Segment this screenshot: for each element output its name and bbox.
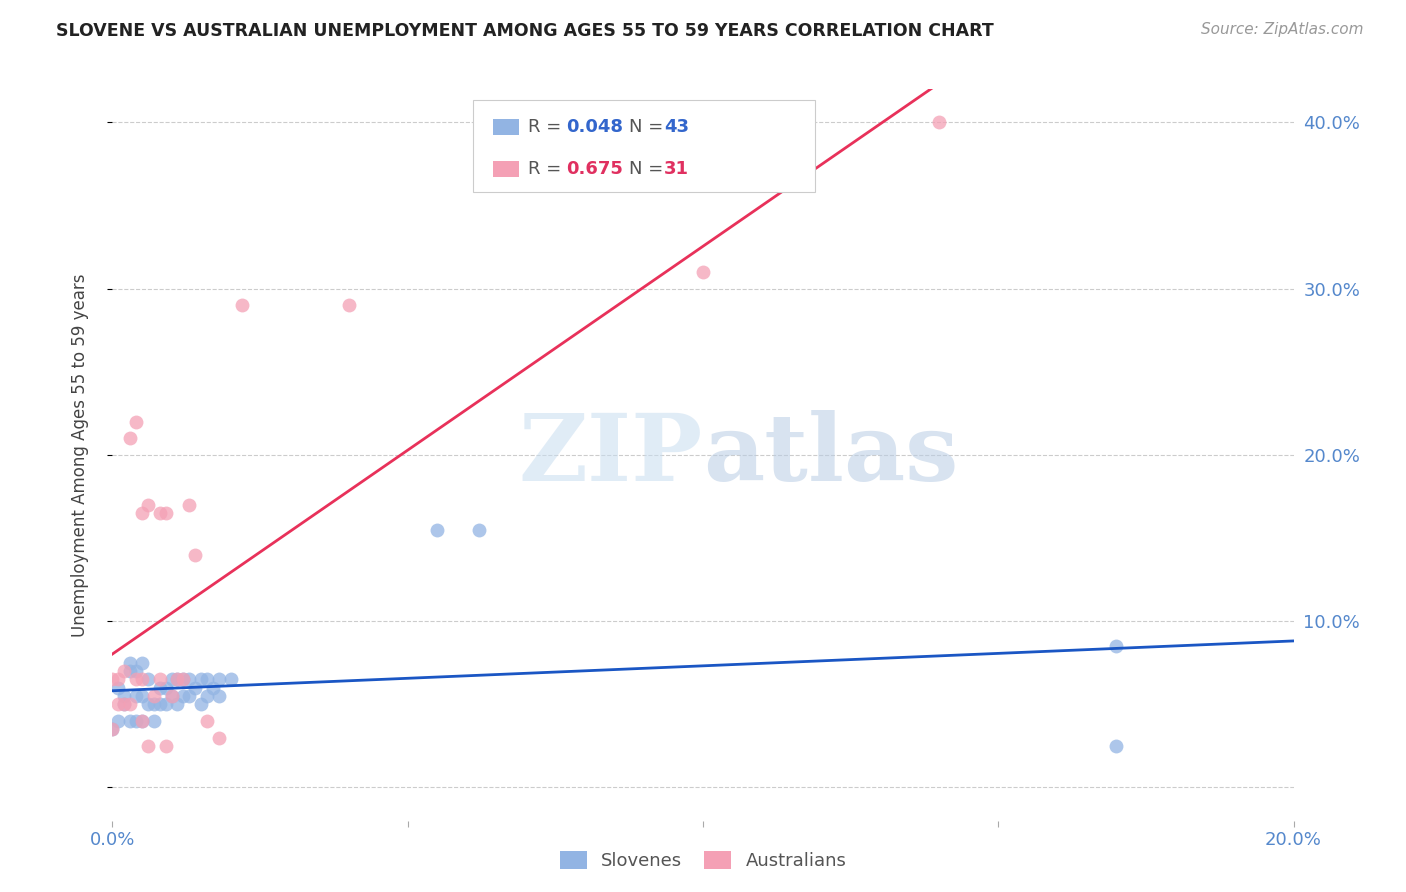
Point xyxy=(155,739,177,753)
Text: SLOVENE VS AUSTRALIAN UNEMPLOYMENT AMONG AGES 55 TO 59 YEARS CORRELATION CHART: SLOVENE VS AUSTRALIAN UNEMPLOYMENT AMONG… xyxy=(56,22,994,40)
Point xyxy=(120,656,142,670)
Point xyxy=(142,698,165,712)
Point xyxy=(120,664,142,678)
Point xyxy=(120,698,142,712)
Point xyxy=(101,723,124,737)
Point xyxy=(149,506,172,520)
Text: 0.048: 0.048 xyxy=(567,119,623,136)
Point xyxy=(337,298,360,312)
Text: 43: 43 xyxy=(664,119,689,136)
Text: N =: N = xyxy=(628,161,669,178)
Text: atlas: atlas xyxy=(703,410,959,500)
Point xyxy=(190,673,212,687)
Point xyxy=(112,689,135,703)
Point xyxy=(160,673,183,687)
FancyBboxPatch shape xyxy=(492,161,519,178)
Point xyxy=(195,673,218,687)
Point xyxy=(208,689,231,703)
Point xyxy=(1105,739,1128,753)
Point xyxy=(426,523,449,537)
Point xyxy=(219,673,242,687)
Point xyxy=(125,714,148,728)
Point xyxy=(131,689,153,703)
Point xyxy=(155,506,177,520)
Point xyxy=(131,714,153,728)
Point xyxy=(172,689,194,703)
Point xyxy=(125,664,148,678)
Point xyxy=(692,265,714,279)
Point xyxy=(120,431,142,445)
Point xyxy=(136,498,159,512)
Point xyxy=(195,689,218,703)
Point xyxy=(928,115,950,129)
Point xyxy=(112,698,135,712)
Point xyxy=(179,673,201,687)
Y-axis label: Unemployment Among Ages 55 to 59 years: Unemployment Among Ages 55 to 59 years xyxy=(70,273,89,637)
Legend: Slovenes, Australians: Slovenes, Australians xyxy=(553,844,853,878)
Point xyxy=(125,673,148,687)
Text: R =: R = xyxy=(529,161,567,178)
Point xyxy=(125,689,148,703)
Point xyxy=(136,673,159,687)
Point xyxy=(112,698,135,712)
Point xyxy=(155,681,177,695)
Point xyxy=(201,681,224,695)
Point xyxy=(149,698,172,712)
Point xyxy=(136,698,159,712)
Point xyxy=(120,714,142,728)
Point xyxy=(172,673,194,687)
Text: Source: ZipAtlas.com: Source: ZipAtlas.com xyxy=(1201,22,1364,37)
Point xyxy=(231,298,253,312)
Point xyxy=(166,698,188,712)
Point xyxy=(160,689,183,703)
Point xyxy=(131,714,153,728)
Point xyxy=(467,523,489,537)
Text: ZIP: ZIP xyxy=(519,410,703,500)
FancyBboxPatch shape xyxy=(492,120,519,136)
Point xyxy=(160,689,183,703)
Point xyxy=(125,415,148,429)
FancyBboxPatch shape xyxy=(472,100,815,192)
Point xyxy=(142,689,165,703)
Point xyxy=(136,739,159,753)
Point xyxy=(107,698,129,712)
Point xyxy=(184,548,207,562)
Point xyxy=(195,714,218,728)
Point xyxy=(131,656,153,670)
Point xyxy=(101,723,124,737)
Point xyxy=(131,673,153,687)
Point xyxy=(107,673,129,687)
Point xyxy=(131,506,153,520)
Point xyxy=(166,673,188,687)
Point xyxy=(107,714,129,728)
Point xyxy=(179,689,201,703)
Point xyxy=(208,673,231,687)
Point xyxy=(155,698,177,712)
Point xyxy=(142,714,165,728)
Point xyxy=(166,673,188,687)
Point xyxy=(208,731,231,745)
Point xyxy=(149,673,172,687)
Point xyxy=(107,681,129,695)
Text: 0.675: 0.675 xyxy=(567,161,623,178)
Point xyxy=(101,673,124,687)
Text: 31: 31 xyxy=(664,161,689,178)
Text: N =: N = xyxy=(628,119,669,136)
Point xyxy=(172,673,194,687)
Point xyxy=(149,681,172,695)
Text: R =: R = xyxy=(529,119,567,136)
Point xyxy=(179,498,201,512)
Point xyxy=(1105,639,1128,653)
Point xyxy=(190,698,212,712)
Point xyxy=(184,681,207,695)
Point xyxy=(112,664,135,678)
